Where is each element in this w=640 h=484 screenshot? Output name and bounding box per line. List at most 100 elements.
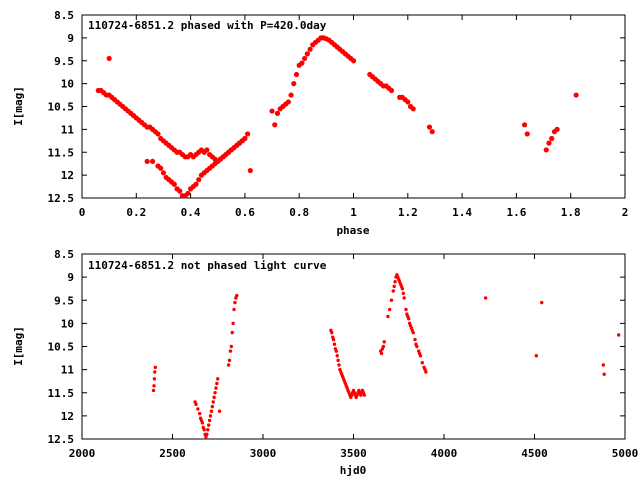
phased-y-tick-label: 11 bbox=[61, 123, 75, 136]
phased-x-tick-label: 0.4 bbox=[181, 206, 201, 219]
phased-data-point bbox=[285, 99, 291, 105]
unphased-data-point bbox=[210, 404, 215, 409]
phased-x-tick-label: 1.2 bbox=[398, 206, 418, 219]
unphased-x-tick-label: 5000 bbox=[612, 447, 639, 460]
unphased-data-point bbox=[424, 370, 428, 374]
unphased-data-point bbox=[331, 337, 336, 342]
unphased-data-point bbox=[335, 354, 339, 358]
unphased-x-axis-label: hjd0 bbox=[340, 464, 367, 477]
phased-y-tick-label: 8.5 bbox=[54, 9, 74, 22]
unphased-data-point bbox=[540, 300, 544, 305]
phased-data-point bbox=[171, 181, 177, 187]
unphased-data-point bbox=[206, 428, 210, 432]
phased-data-point bbox=[549, 135, 555, 142]
unphased-y-tick-label: 11.5 bbox=[48, 387, 75, 400]
phased-data-point bbox=[350, 58, 357, 64]
unphased-data-point bbox=[231, 321, 235, 326]
unphased-data-point bbox=[392, 284, 396, 289]
unphased-data-point bbox=[152, 377, 157, 381]
unphased-data-point bbox=[214, 386, 218, 390]
unphased-y-tick-label: 9 bbox=[67, 271, 74, 284]
phased-data-point bbox=[288, 92, 294, 98]
unphased-data-point bbox=[386, 314, 390, 319]
phased-data-point bbox=[554, 126, 560, 132]
phased-data-point bbox=[405, 99, 411, 105]
phased-data-point bbox=[204, 147, 210, 153]
unphased-data-point bbox=[362, 393, 367, 397]
phased-data-point bbox=[158, 165, 164, 171]
unphased-y-tick-label: 12 bbox=[61, 410, 74, 423]
phased-y-tick-label: 12.5 bbox=[48, 192, 75, 205]
unphased-x-tick-label: 3000 bbox=[250, 447, 277, 460]
unphased-data-point bbox=[413, 337, 417, 342]
unphased-data-point bbox=[152, 384, 156, 388]
unphased-x-tick-label: 2000 bbox=[69, 447, 96, 460]
unphased-plot-title: 110724-6851.2 not phased light curve bbox=[88, 259, 327, 272]
phased-data-point bbox=[274, 110, 281, 116]
phased-y-axis-label: I[mag] bbox=[12, 86, 25, 126]
unphased-data-point bbox=[402, 296, 406, 300]
unphased-data-point bbox=[205, 432, 209, 437]
unphased-data-point bbox=[226, 363, 231, 367]
phased-x-tick-label: 1 bbox=[350, 206, 357, 219]
unphased-data-point bbox=[330, 330, 334, 335]
phased-data-point bbox=[149, 158, 156, 164]
phased-data-point bbox=[291, 81, 297, 87]
unphased-y-tick-label: 9.5 bbox=[54, 294, 74, 307]
phased-data-point bbox=[307, 46, 313, 52]
unphased-plot-frame bbox=[81, 253, 626, 440]
unphased-data-point bbox=[235, 293, 239, 298]
phased-data-point bbox=[543, 147, 549, 153]
phased-data-point bbox=[524, 131, 530, 137]
unphased-data-point bbox=[217, 409, 222, 413]
unphased-data-point bbox=[381, 344, 386, 349]
unphased-data-point bbox=[197, 411, 202, 416]
unphased-data-point bbox=[382, 340, 386, 344]
phased-data-point bbox=[521, 122, 528, 128]
unphased-y-axis-label: I[mag] bbox=[12, 326, 25, 366]
phased-panel: 110724-6851.2 phased with P=420.0day pha… bbox=[12, 9, 628, 237]
phased-data-point bbox=[144, 158, 150, 164]
phased-data-point bbox=[299, 60, 305, 66]
unphased-data-point bbox=[401, 291, 405, 296]
unphased-data-point bbox=[391, 289, 396, 293]
phased-x-tick-label: 1.4 bbox=[452, 206, 472, 219]
unphased-data-point bbox=[420, 360, 424, 365]
unphased-data-point bbox=[200, 421, 205, 425]
unphased-data-point bbox=[534, 354, 539, 358]
unphased-data-point bbox=[202, 428, 206, 432]
unphased-data-point bbox=[153, 365, 158, 370]
unphased-data-point bbox=[337, 363, 341, 367]
phased-data-point bbox=[106, 55, 112, 62]
phased-data-point bbox=[269, 108, 275, 114]
unphased-y-tick-label: 12.5 bbox=[48, 433, 75, 446]
phased-y-tick-label: 9 bbox=[67, 32, 74, 45]
phased-x-tick-label: 0.2 bbox=[126, 206, 146, 219]
phased-data-point bbox=[302, 55, 308, 62]
unphased-data-point bbox=[229, 344, 234, 349]
unphased-data-point bbox=[393, 280, 397, 284]
unphased-x-tick-label: 3500 bbox=[340, 447, 367, 460]
unphased-data-point bbox=[616, 333, 621, 337]
unphased-data-point bbox=[212, 395, 216, 400]
unphased-x-tick-label: 4000 bbox=[431, 447, 458, 460]
phased-data-point bbox=[426, 124, 433, 130]
unphased-data-point bbox=[411, 330, 415, 335]
unphased-data-point bbox=[207, 418, 212, 423]
unphased-data-point bbox=[208, 414, 213, 418]
unphased-data-point bbox=[415, 344, 419, 349]
unphased-panel: 110724-6851.2 not phased light curve hjd… bbox=[12, 248, 638, 477]
phased-x-tick-label: 0.6 bbox=[235, 206, 255, 219]
phased-y-tick-label: 11.5 bbox=[48, 146, 75, 159]
phased-data-point bbox=[429, 129, 435, 135]
phased-data-point bbox=[245, 131, 251, 137]
phased-data-point bbox=[196, 177, 202, 183]
unphased-data-point bbox=[196, 407, 200, 411]
unphased-data-point bbox=[194, 402, 198, 407]
phased-x-tick-label: 0.8 bbox=[289, 206, 309, 219]
unphased-data-point bbox=[211, 400, 215, 404]
phased-y-tick-label: 10.5 bbox=[48, 101, 75, 114]
phased-x-axis-label: phase bbox=[336, 224, 369, 237]
